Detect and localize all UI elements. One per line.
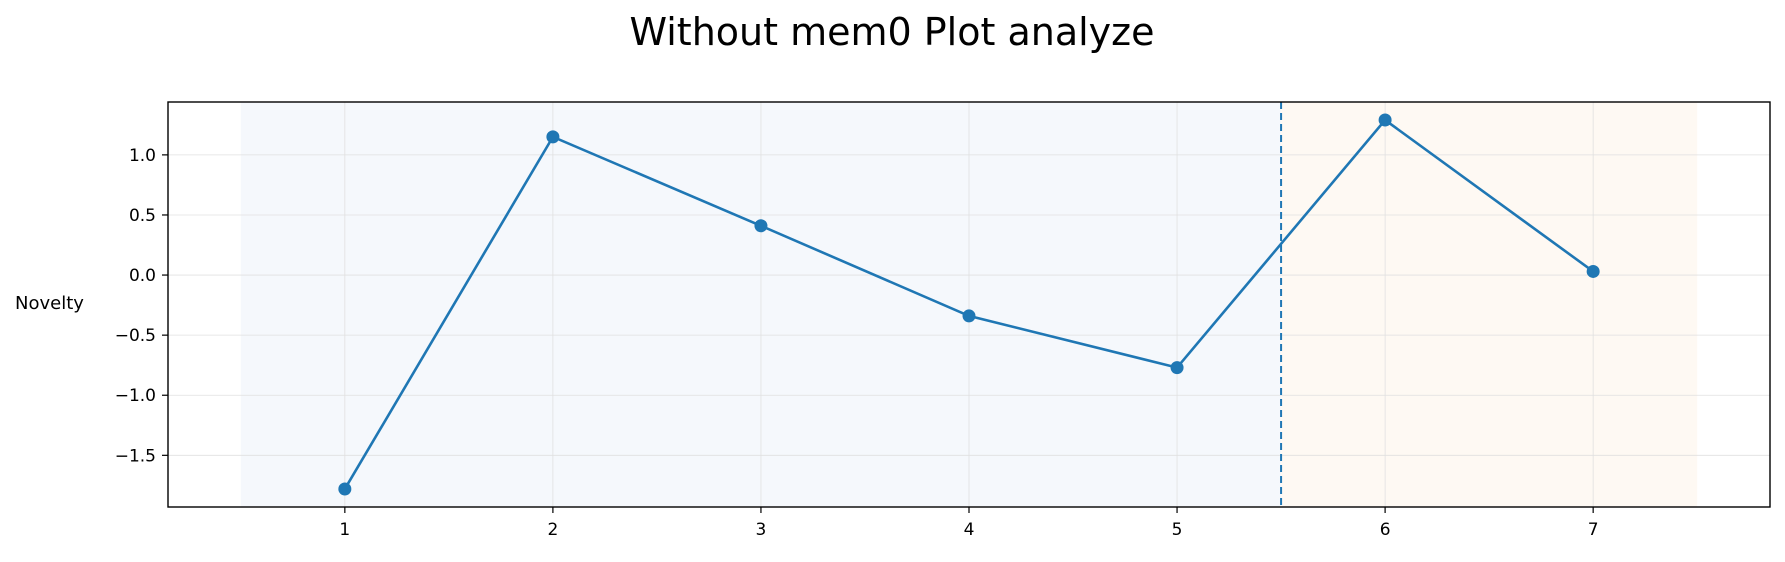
data-point-3 <box>754 219 768 233</box>
shaded-region-2 <box>1281 102 1698 507</box>
x-tick-label-5: 5 <box>1172 520 1183 540</box>
data-point-5 <box>1170 361 1184 375</box>
x-tick-label-2: 2 <box>547 520 558 540</box>
y-tick-label-4: −0.5 <box>115 326 156 346</box>
chart-title: Without mem0 Plot analyze <box>630 10 1155 54</box>
y-tick-label-5: −1.0 <box>115 386 156 406</box>
data-point-2 <box>546 130 560 144</box>
data-point-6 <box>1378 113 1392 127</box>
y-tick-label-2: 0.5 <box>129 206 156 226</box>
x-tick-label-7: 7 <box>1588 520 1599 540</box>
x-tick-label-3: 3 <box>756 520 767 540</box>
data-point-7 <box>1586 264 1600 278</box>
y-tick-label-1: 1.0 <box>129 146 156 166</box>
x-tick-label-1: 1 <box>339 520 350 540</box>
gridlines <box>168 102 1770 507</box>
data-point-1 <box>338 482 352 496</box>
data-point-4 <box>962 309 976 323</box>
x-tick-label-6: 6 <box>1380 520 1391 540</box>
y-axis-label: Novelty <box>15 293 84 314</box>
x-axis-ticks: 1 2 3 4 5 6 7 <box>339 507 1599 540</box>
y-axis-ticks: 1.0 0.5 0.0 −0.5 −1.0 −1.5 <box>115 146 168 466</box>
y-tick-label-6: −1.5 <box>115 446 156 466</box>
y-tick-label-3: 0.0 <box>129 266 156 286</box>
x-tick-label-4: 4 <box>964 520 975 540</box>
series-layer <box>338 113 1600 496</box>
